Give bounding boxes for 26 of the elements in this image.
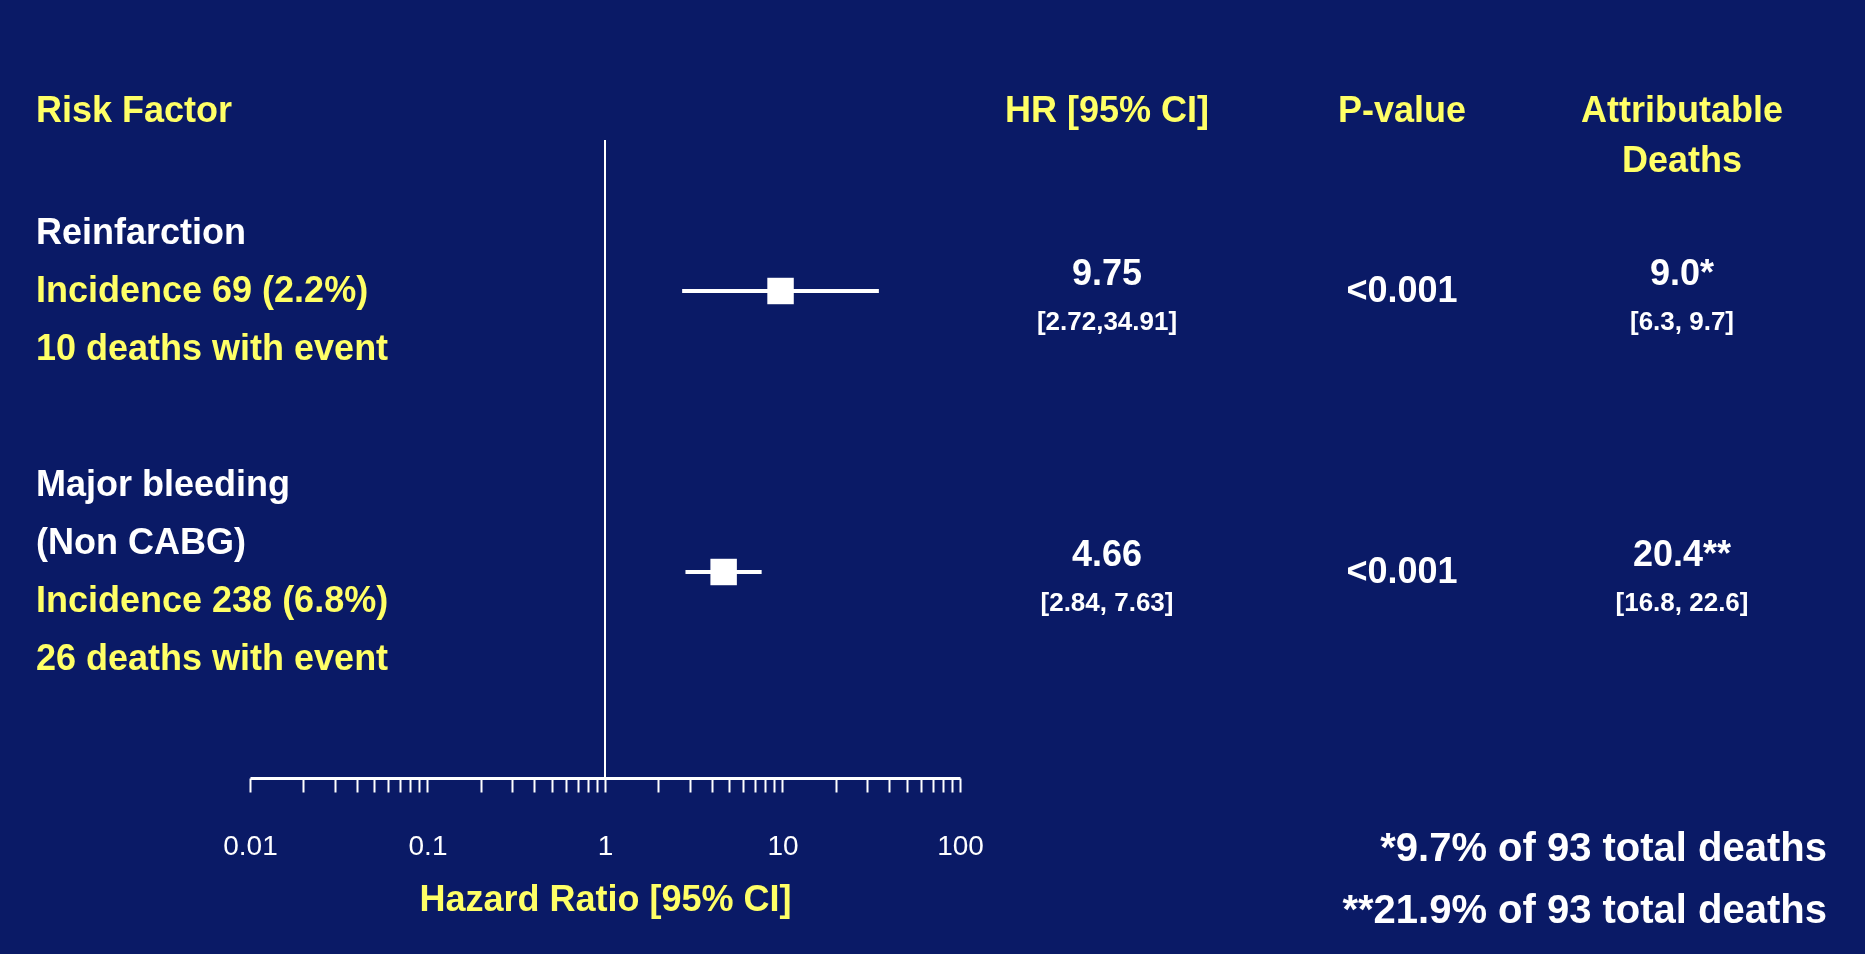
y-tick-label: Reinfarction (36, 211, 247, 252)
x-tick-label: 0.01 (223, 829, 278, 861)
text: [16.8, 22.6] (1615, 587, 1749, 617)
x-tick-label: 0.1 (408, 829, 448, 861)
annotation: Incidence 69 (2.2%) 10 deaths with event (36, 269, 389, 368)
text: 20.4** (1632, 533, 1732, 574)
x-tick-label: 10 (767, 829, 799, 861)
x-tick-label: 1 (597, 829, 614, 861)
x-axis-title: Hazard Ratio [95% CI] (419, 877, 792, 919)
text: Risk Factor (36, 89, 233, 130)
text: 9.0* (1649, 252, 1715, 293)
text: *9.7% of 93 total deaths (1380, 825, 1827, 869)
annotation: Incidence 238 (6.8%) 26 deaths with event (36, 579, 389, 678)
text: <0.001 (1346, 269, 1458, 310)
text: [2.84, 7.63] (1040, 587, 1174, 617)
y-tick-label: Major bleeding (Non CABG) (36, 463, 291, 562)
data-label: 4.66 (1071, 533, 1143, 574)
text: [2.72,34.91] (1036, 306, 1178, 336)
text: [6.3, 9.7] (1629, 306, 1735, 336)
text: Attributable Deaths (1581, 89, 1783, 181)
x-tick-label: 100 (937, 829, 984, 861)
text: HR [95% CI] (1004, 89, 1210, 130)
text: P-value (1337, 89, 1467, 130)
data-label: 9.75 (1071, 252, 1143, 293)
text: **21.9% of 93 total deaths (1342, 887, 1827, 931)
text: <0.001 (1346, 550, 1458, 591)
